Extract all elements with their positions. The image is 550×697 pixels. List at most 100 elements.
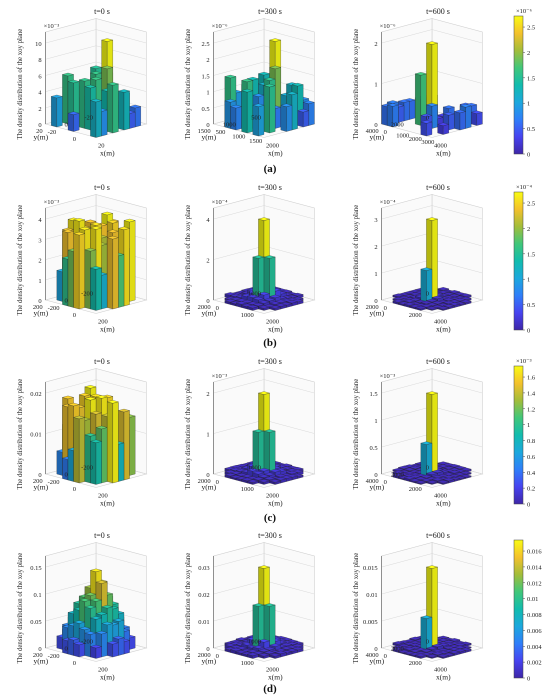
z-tick-label: 4 — [206, 217, 210, 224]
bar-face-top — [425, 103, 439, 107]
z-tick-label: 3 — [374, 217, 377, 224]
panel-r4-c1: 00.050.10.152000-200-2000200y(m)x(m)The … — [17, 531, 148, 681]
bar-face-right — [409, 99, 416, 120]
colorbar-tick-label: 0.004 — [527, 644, 542, 651]
bar-face-top — [106, 235, 119, 240]
panel-title: t=0 s — [94, 183, 110, 192]
z-tick-label: 1 — [38, 278, 41, 285]
bar-face-top — [84, 84, 97, 89]
z-tick-label: 0 — [374, 122, 377, 129]
x-tick-label: 0 — [384, 129, 387, 136]
bar-face-top — [269, 301, 282, 305]
z-axis-label: The density distribution of the xoy plan… — [353, 379, 360, 490]
colorbar-tick-label: 0.4 — [527, 470, 536, 477]
y-axis-label: y(m) — [34, 482, 49, 491]
y-axis-label: y(m) — [370, 482, 385, 491]
bar-face-right — [129, 111, 136, 129]
density-bar — [420, 615, 433, 652]
bar-face-left — [84, 249, 91, 310]
bar-face-right — [129, 636, 136, 650]
x-tick-label: 1000 — [241, 660, 254, 667]
panel-title: t=300 s — [258, 7, 282, 16]
bar-face-top — [89, 71, 103, 75]
bar-face-right — [112, 642, 119, 658]
bar-face-top — [241, 78, 254, 82]
z-tick-label: 10 — [35, 41, 42, 48]
bar-face-top — [252, 103, 265, 107]
density-bar — [246, 304, 259, 311]
bar-face-top — [442, 105, 455, 109]
z-axis-label: The density distribution of the xoy plan… — [353, 205, 360, 316]
y-axis-label: y(m) — [202, 132, 217, 141]
z-gridline — [213, 29, 315, 44]
bar-face-top — [84, 385, 97, 389]
bar-face-top — [425, 217, 439, 221]
x-tick-label: 2000 — [409, 136, 422, 143]
y-tick-label: 2000 — [366, 304, 379, 311]
bar-face-top — [392, 299, 405, 303]
colorbar-tick-label: 0 — [527, 502, 530, 509]
bar-face-top — [67, 402, 80, 407]
bar-face-left — [62, 74, 69, 125]
bar-face-top — [89, 76, 103, 81]
colorbar-tick-label: 2.5 — [527, 25, 535, 32]
bar-face-top — [470, 110, 483, 114]
bar-face-left — [280, 105, 287, 132]
y-axis-label: y(m) — [202, 482, 217, 491]
colorbar-tick-label: 0.008 — [527, 612, 542, 619]
z-tick-label: 0.01 — [30, 432, 41, 439]
y-tick-label: 1500 — [198, 128, 211, 135]
z-tick-label: 2 — [206, 258, 209, 265]
y-tick-label: 2000 — [391, 645, 404, 652]
x-axis-label: x(m) — [268, 672, 283, 681]
bar-face-left — [107, 237, 113, 310]
x-axis-label: x(m) — [436, 672, 451, 681]
z-tick-label: 0.5 — [201, 106, 209, 113]
bar-face-right — [101, 109, 108, 137]
bar-face-top — [392, 293, 405, 297]
bar-face-right — [448, 113, 455, 131]
bar-face-top — [291, 292, 304, 297]
colorbar-tick-label: 0 — [527, 328, 530, 335]
bar-face-top — [297, 108, 310, 113]
x-axis-label: x(m) — [100, 324, 115, 333]
z-tick-label: 0 — [206, 122, 209, 129]
density-bar — [437, 306, 450, 311]
z-gridline — [213, 205, 315, 220]
bar-face-top — [269, 38, 282, 42]
z-tick-label: 0 — [374, 298, 377, 305]
bar-face-right — [79, 233, 85, 310]
colorbar-gradient — [513, 15, 524, 155]
y-tick-label: 0 — [426, 465, 429, 472]
density-bar — [241, 89, 254, 134]
x-tick-label: 20 — [98, 143, 105, 150]
y-tick-label: 2000 — [391, 471, 404, 478]
bar-face-right — [308, 102, 315, 126]
x-tick-label: 0 — [73, 136, 76, 143]
z-tick-label: 0 — [38, 298, 41, 305]
density-bar — [280, 103, 293, 132]
x-tick-label: 2000 — [409, 486, 422, 493]
y-tick-label: 500 — [251, 115, 261, 122]
y-tick-label: -20 — [84, 115, 93, 122]
bar-face-right — [112, 401, 119, 484]
z-tick-label: 2 — [374, 244, 377, 251]
bar-face-top — [448, 290, 461, 294]
density-bar — [252, 103, 265, 137]
bar-face-left — [381, 105, 388, 126]
bar-face-top — [61, 229, 75, 233]
bar-face-top — [257, 71, 271, 76]
bar-face-top — [257, 217, 271, 221]
bar-face-top — [123, 218, 136, 223]
density-bar — [106, 400, 119, 484]
z-tick-label: 3 — [38, 237, 41, 244]
z-tick-label: 1 — [374, 418, 377, 425]
bar-face-top — [78, 78, 91, 82]
density-bar — [50, 94, 63, 128]
y-axis-label: y(m) — [34, 132, 49, 141]
density-bar — [425, 217, 439, 302]
colorbar-tick-label: 0.5 — [527, 302, 535, 309]
back-wall-x — [431, 542, 483, 649]
